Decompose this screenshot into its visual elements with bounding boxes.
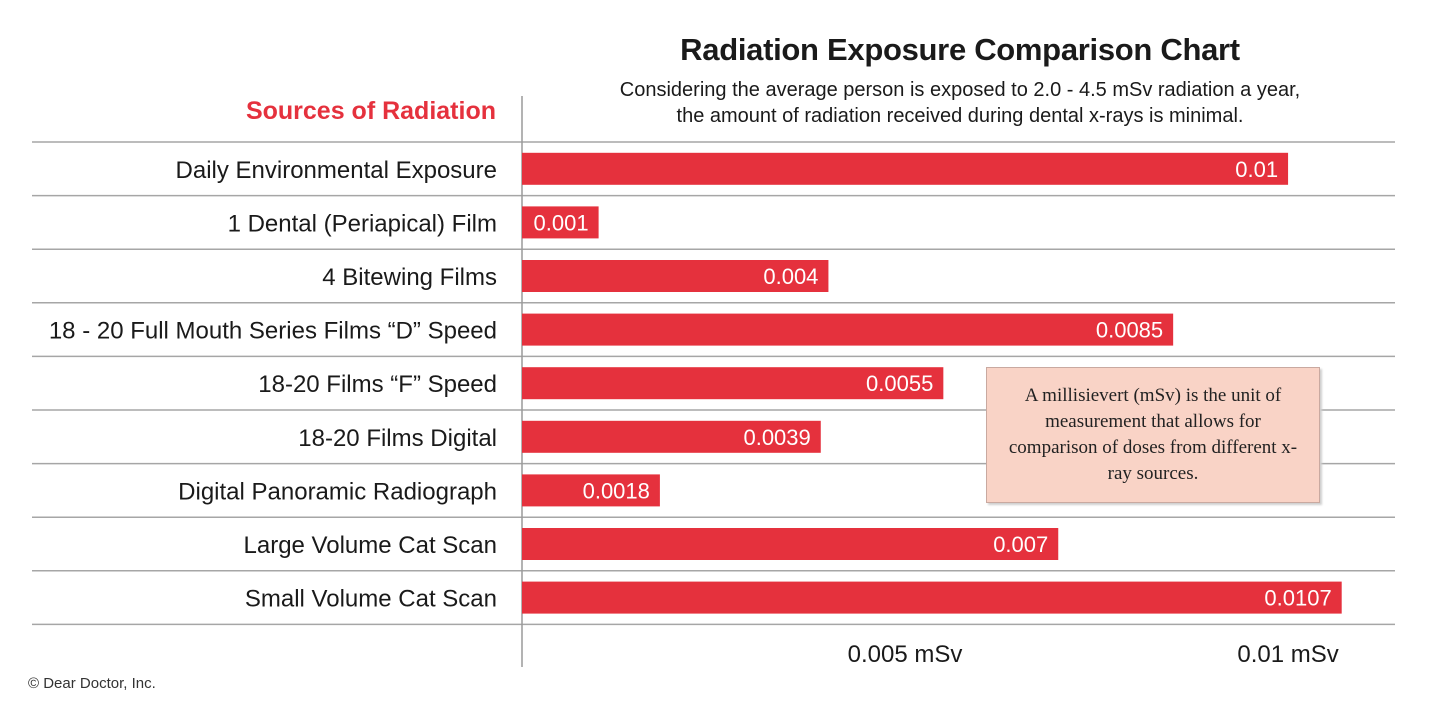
- category-label: 18-20 Films “F” Speed: [258, 371, 497, 398]
- bar: [522, 420, 821, 453]
- bar-value-label: 0.004: [763, 264, 818, 289]
- bar: [522, 260, 829, 292]
- x-tick-label: 0.01 mSv: [1237, 641, 1338, 668]
- bar: [522, 206, 599, 239]
- category-label: Small Volume Cat Scan: [245, 586, 497, 613]
- category-label: 18-20 Films Digital: [298, 425, 497, 452]
- bar-value-label: 0.0039: [743, 425, 810, 450]
- millisievert-note: A millisievert (mSv) is the unit of meas…: [986, 367, 1320, 503]
- category-label: Daily Environmental Exposure: [176, 157, 497, 184]
- bar: [522, 367, 944, 400]
- bar-value-label: 0.001: [534, 210, 589, 235]
- subtitle-line-2: the amount of radiation received during …: [676, 105, 1244, 127]
- subtitle-line-1: Considering the average person is expose…: [619, 79, 1301, 101]
- bar: [522, 152, 1289, 185]
- bars-group: 0.01 0.001 0.004 0.0085 0.0055 0.0039 0.0018 0.…: [522, 152, 1342, 614]
- note-text: A millisievert (mSv) is the unit of meas…: [1008, 385, 1298, 484]
- x-tick-labels-group: 0.005 mSv 0.01 mSv: [848, 641, 1339, 668]
- x-tick-label: 0.005 mSv: [848, 641, 963, 668]
- bar-value-label: 0.0085: [1096, 318, 1163, 343]
- bar: [522, 474, 660, 507]
- bar: [522, 581, 1342, 614]
- copyright-text: © Dear Doctor, Inc.: [28, 675, 156, 692]
- bar-value-label: 0.0055: [866, 371, 933, 396]
- category-label: 18 - 20 Full Mouth Series Films “D” Spee…: [49, 318, 497, 345]
- category-label: Digital Panoramic Radiograph: [178, 478, 497, 505]
- category-label: 4 Bitewing Films: [322, 264, 497, 291]
- chart-subtitle: Considering the average person is expose…: [522, 77, 1398, 129]
- category-label: Large Volume Cat Scan: [244, 532, 498, 559]
- bar: [522, 528, 1059, 560]
- sources-header: Sources of Radiation: [245, 97, 496, 125]
- category-labels-group: Daily Environmental Exposure 1 Dental (Pe…: [49, 157, 497, 613]
- category-label: 1 Dental (Periapical) Film: [228, 210, 497, 237]
- bar: [522, 313, 1174, 346]
- bar-value-label: 0.01: [1235, 157, 1278, 182]
- bar-value-label: 0.0107: [1264, 586, 1331, 611]
- chart-title: Radiation Exposure Comparison Chart: [680, 32, 1240, 67]
- row-dividers: [32, 141, 1395, 626]
- bar-value-label: 0.007: [993, 532, 1048, 557]
- bar-value-label: 0.0018: [583, 478, 650, 503]
